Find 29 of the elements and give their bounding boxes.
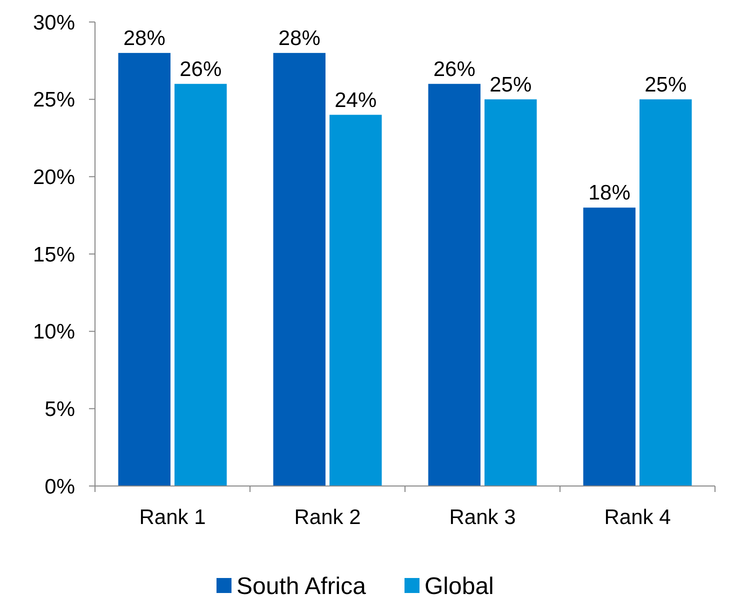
data-label: 28% (123, 26, 166, 50)
data-label: 26% (180, 58, 222, 81)
bar (640, 99, 692, 486)
y-tick-label: 20% (32, 166, 75, 190)
data-label: 26% (433, 58, 476, 81)
bar (118, 52, 170, 486)
y-tick-label: 30% (32, 11, 75, 34)
y-tick-label: 25% (32, 88, 75, 112)
data-label: 25% (644, 73, 687, 96)
bar (174, 84, 227, 486)
legend-label: Global (424, 573, 494, 600)
data-label: 24% (334, 88, 377, 112)
y-tick-label: 10% (32, 320, 75, 344)
bar (428, 84, 480, 486)
bar (330, 114, 382, 486)
x-tick-label: Rank 3 (449, 506, 516, 529)
x-tick-label: Rank 1 (139, 506, 206, 529)
x-tick-label: Rank 2 (294, 506, 361, 529)
data-label: 28% (278, 26, 320, 50)
x-tick-label: Rank 4 (604, 506, 672, 529)
y-tick-label: 5% (44, 398, 75, 422)
bar (484, 99, 537, 486)
bar (273, 52, 326, 486)
data-label: 25% (490, 73, 532, 96)
y-tick-label: 15% (32, 243, 75, 266)
y-tick-label: 0% (44, 475, 75, 498)
bar (583, 208, 636, 486)
legend-label: South Africa (236, 573, 367, 600)
data-label: 18% (588, 182, 630, 205)
